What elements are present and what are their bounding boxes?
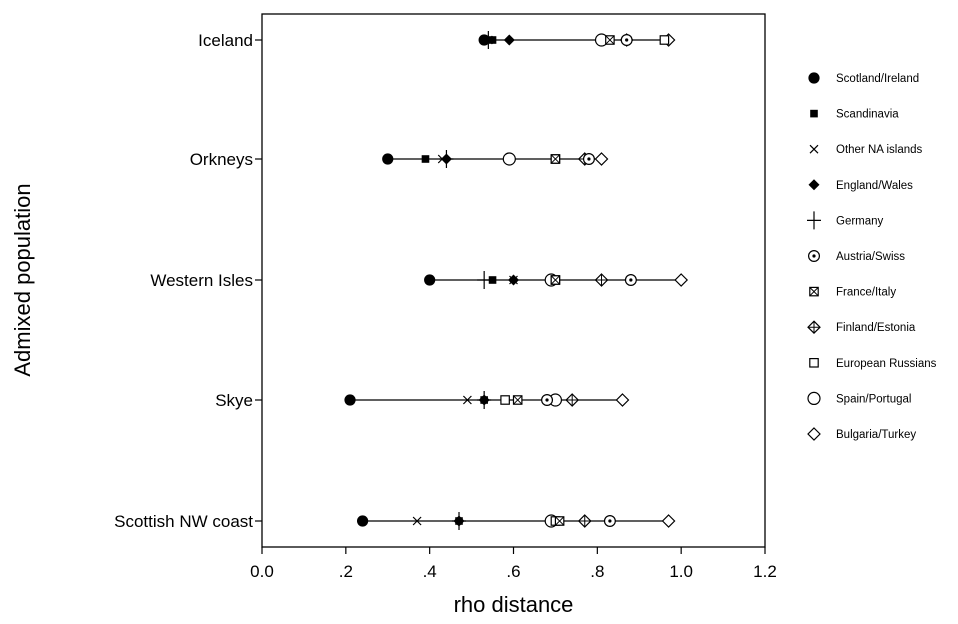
- data-point: [582, 153, 595, 166]
- data-point: [502, 152, 516, 166]
- data-point: [565, 393, 580, 407]
- category-label: Iceland: [198, 31, 253, 50]
- legend-marker: [807, 211, 821, 230]
- legend-label: Austria/Swiss: [836, 251, 905, 263]
- data-point: [603, 514, 616, 527]
- data-point: [674, 273, 689, 287]
- data-point: [659, 35, 670, 45]
- legend-label: Scotland/Ireland: [836, 73, 919, 85]
- data-point: [512, 395, 523, 405]
- y-axis-title: Admixed population: [10, 183, 35, 376]
- data-point: [620, 33, 633, 46]
- legend-label: Germany: [836, 215, 884, 227]
- legend-marker: [807, 320, 821, 335]
- data-point: [594, 152, 609, 166]
- data-point: [480, 396, 488, 404]
- legend-marker: [809, 286, 819, 297]
- data-point: [440, 153, 452, 165]
- data-point: [344, 394, 356, 406]
- x-tick-label: 1.2: [753, 562, 777, 581]
- legend-marker: [808, 179, 820, 191]
- data-point: [357, 515, 369, 527]
- legend-label: Spain/Portugal: [836, 393, 911, 405]
- data-point: [615, 393, 630, 407]
- x-tick-label: .4: [423, 562, 437, 581]
- data-point: [488, 276, 497, 284]
- legend-label: European Russians: [836, 358, 937, 370]
- data-point: [421, 155, 430, 163]
- data-point: [508, 274, 519, 286]
- x-tick-label: .2: [339, 562, 353, 581]
- data-point: [550, 275, 561, 285]
- data-point: [462, 395, 472, 405]
- category-label: Skye: [215, 391, 253, 410]
- data-point: [488, 36, 497, 44]
- legend-label: Finland/Estonia: [836, 322, 916, 334]
- legend-label: England/Wales: [836, 180, 913, 192]
- x-axis: 0.0 .2 .4 .6 .8 1.0 1.2: [250, 547, 777, 581]
- legend-marker: [810, 109, 818, 118]
- legend-label: France/Italy: [836, 287, 896, 299]
- legend-label: Other NA islands: [836, 144, 923, 156]
- data-point: [605, 35, 615, 45]
- x-tick-label: .6: [506, 562, 520, 581]
- data-point: [541, 394, 554, 407]
- legend-marker: [808, 72, 820, 84]
- data-point: [412, 516, 422, 526]
- data-point: [661, 514, 676, 528]
- legend-label: Bulgaria/Turkey: [836, 429, 916, 441]
- data-point: [382, 153, 394, 165]
- legend-marker: [809, 144, 819, 154]
- data-point: [577, 514, 592, 528]
- y-axis: Iceland Orkneys Western Isles Skye Scottish …: [114, 31, 262, 531]
- legend-marker: [807, 427, 821, 441]
- legend: Scotland/Ireland Scandinavia Other NA isla…: [807, 72, 937, 441]
- category-label: Western Isles: [150, 271, 253, 290]
- data-point: [455, 517, 463, 525]
- plot-area: [344, 31, 689, 530]
- x-tick-label: .8: [590, 562, 604, 581]
- data-point: [478, 34, 490, 46]
- legend-marker: [809, 358, 819, 368]
- data-point: [500, 395, 510, 405]
- data-point: [503, 34, 515, 46]
- x-tick-label: 0.0: [250, 562, 274, 581]
- x-axis-title: rho distance: [454, 592, 574, 617]
- legend-marker: [807, 250, 820, 263]
- data-point: [424, 274, 436, 286]
- legend-label: Scandinavia: [836, 109, 899, 121]
- data-point: [594, 273, 609, 287]
- data-point: [624, 274, 637, 287]
- category-label: Orkneys: [190, 150, 253, 169]
- category-label: Scottish NW coast: [114, 512, 253, 531]
- data-point: [550, 154, 561, 164]
- x-tick-label: 1.0: [669, 562, 693, 581]
- legend-marker: [807, 391, 821, 405]
- data-point: [554, 516, 565, 526]
